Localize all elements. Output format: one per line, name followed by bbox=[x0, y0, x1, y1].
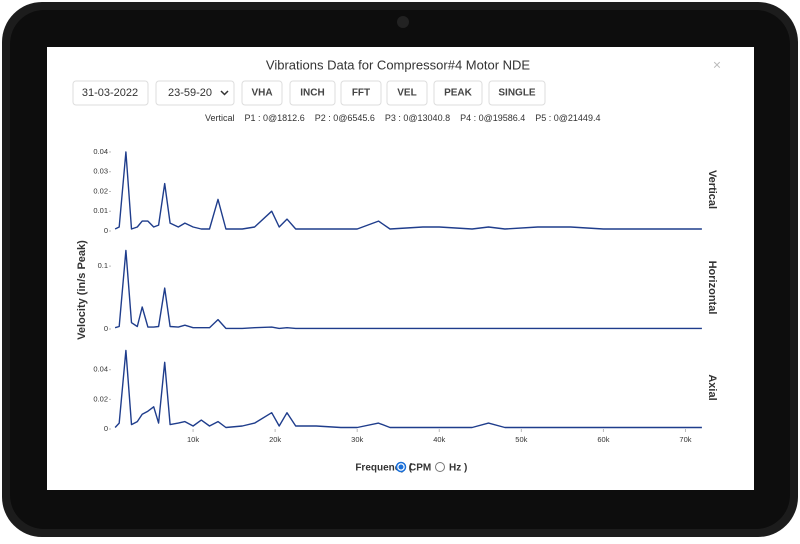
y-axis-label: Velocity (in/s Peak) bbox=[76, 240, 88, 340]
toolbar-button[interactable] bbox=[289, 80, 336, 106]
peak-item: P5 : 0@21449.4 bbox=[535, 113, 600, 123]
radio-cpm-dot bbox=[398, 464, 404, 470]
modal-title: Vibrations Data for Compressor#4 Motor N… bbox=[266, 57, 531, 72]
time-select[interactable] bbox=[155, 80, 235, 106]
y-tick-label: 0.02 bbox=[93, 394, 108, 403]
toolbar-button-label: INCH bbox=[300, 88, 324, 99]
toolbar-button-label: FFT bbox=[352, 88, 370, 99]
option-hz: Hz bbox=[449, 463, 461, 474]
spectrum-line bbox=[114, 249, 702, 330]
channel-label: Axial bbox=[706, 374, 718, 400]
date-input[interactable] bbox=[72, 80, 149, 106]
toolbar-button[interactable] bbox=[340, 80, 382, 106]
y-tick-label: 0 bbox=[104, 424, 108, 433]
toolbar-button-label: VEL bbox=[397, 88, 416, 99]
spectrum-line bbox=[114, 349, 702, 429]
peak-item: P1 : 0@1812.6 bbox=[245, 113, 305, 123]
peak-item: P3 : 0@13040.8 bbox=[385, 113, 450, 123]
peak-item: P4 : 0@19586.4 bbox=[460, 113, 525, 123]
radio-hz[interactable] bbox=[435, 462, 445, 472]
y-tick-label: 0.1 bbox=[98, 261, 108, 270]
y-tick-label: 0 bbox=[104, 324, 108, 333]
time-value: 23-59-20 bbox=[168, 87, 212, 99]
y-tick-label: 0.01 bbox=[93, 206, 108, 215]
footer-label: Frequency ( bbox=[355, 463, 412, 474]
toolbar-button[interactable] bbox=[433, 80, 483, 106]
channel-label: Horizontal bbox=[706, 261, 718, 315]
toolbar-button[interactable] bbox=[488, 80, 546, 106]
x-tick-label: 60k bbox=[597, 435, 609, 444]
button-group: VHA INCH FFT VEL PEAK SINGLE bbox=[241, 80, 546, 106]
toolbar-button[interactable] bbox=[386, 80, 428, 106]
modal bbox=[47, 47, 754, 490]
footer-end: ) bbox=[464, 463, 467, 474]
select-arrow bbox=[220, 90, 229, 96]
x-tick-label: 10k bbox=[187, 435, 199, 444]
x-tick-label: 20k bbox=[269, 435, 281, 444]
peaks-line: Vertical P1 : 0@1812.6 P2 : 0@6545.6 P3 : 0… bbox=[205, 113, 600, 123]
x-tick-label: 50k bbox=[515, 435, 527, 444]
x-tick-label: 70k bbox=[679, 435, 691, 444]
toolbar-button[interactable] bbox=[241, 80, 283, 106]
camera bbox=[397, 16, 409, 28]
spectrum-line bbox=[114, 151, 702, 230]
x-tick-label: 40k bbox=[433, 435, 445, 444]
y-tick-label: 0 bbox=[104, 226, 108, 235]
x-tick-label: 30k bbox=[351, 435, 363, 444]
peak-item: Vertical bbox=[205, 113, 235, 123]
close-button[interactable]: × bbox=[713, 57, 721, 73]
y-tick-label: 0.03 bbox=[93, 167, 108, 176]
y-tick-label: 0.04 bbox=[93, 147, 108, 156]
toolbar-button-label: SINGLE bbox=[498, 88, 536, 99]
channel-label: Vertical bbox=[706, 170, 718, 209]
peak-item: P2 : 0@6545.6 bbox=[315, 113, 375, 123]
y-tick-label: 0.04 bbox=[93, 365, 108, 374]
y-tick-label: 0.02 bbox=[93, 186, 108, 195]
toolbar-button-label: PEAK bbox=[444, 88, 473, 99]
option-cpm: CPM bbox=[409, 463, 431, 474]
toolbar-button-label: VHA bbox=[251, 88, 272, 99]
date-value: 31-03-2022 bbox=[82, 87, 138, 99]
